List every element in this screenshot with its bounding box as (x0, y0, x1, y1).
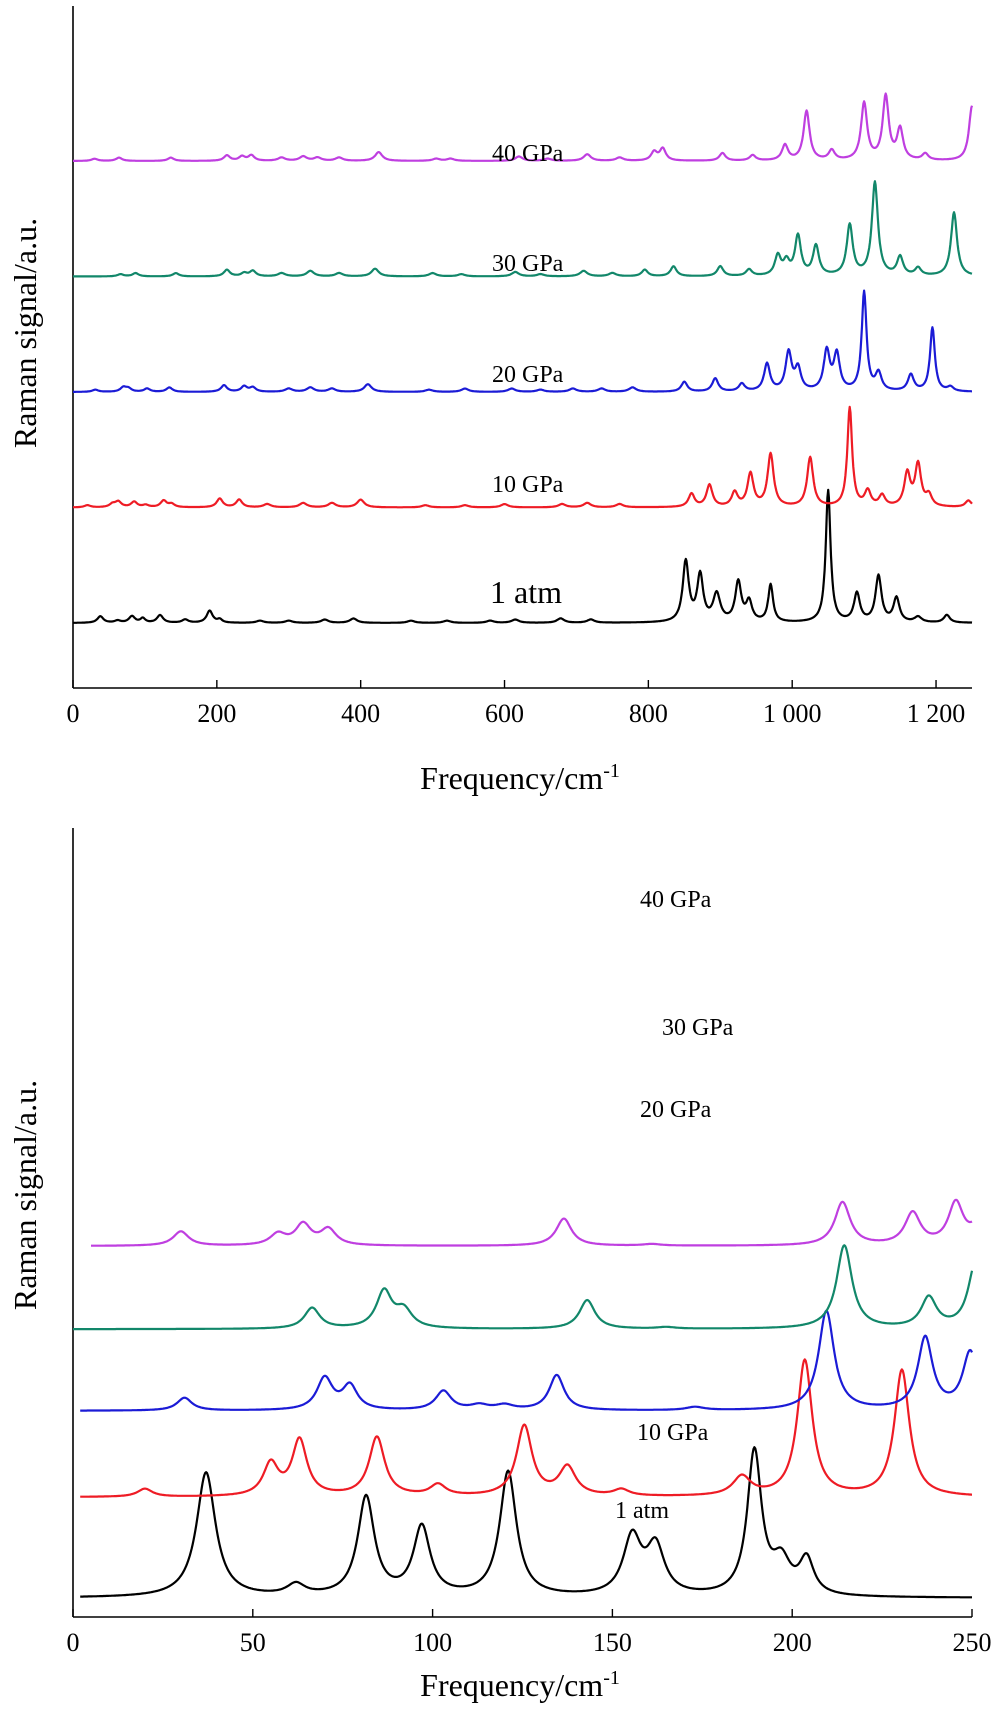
x-tick-label: 1 200 (907, 699, 966, 728)
x-tick-label: 1 000 (763, 699, 822, 728)
x-axis-label-exponent: -1 (603, 760, 620, 782)
spectrum-40-gpa (90, 1198, 973, 1247)
spectrum-1-atm (80, 1446, 973, 1599)
x-tick-label: 50 (240, 1628, 266, 1657)
series-label: 40 GPa (640, 887, 712, 913)
spectrum-10-gpa (80, 1358, 973, 1498)
series-label: 30 GPa (662, 1015, 734, 1041)
spectra (72, 92, 974, 624)
series-label: 30 GPa (492, 251, 564, 277)
series-label: 20 GPa (640, 1097, 712, 1123)
pressure-labels: 1 atm 10 GPa 20 GPa 30 GPa 40 GPa (490, 141, 564, 610)
x-tick-label: 0 (67, 1628, 80, 1657)
spectrum-30-gpa (72, 180, 973, 278)
x-tick-label: 200 (197, 699, 236, 728)
series-label: 10 GPa (637, 1420, 709, 1446)
x-tick-label: 600 (485, 699, 524, 728)
spectrum-20-gpa (72, 289, 973, 393)
x-tick-label: 100 (413, 1628, 452, 1657)
x-ticks: 0 200 400 600 800 1 000 1 200 (67, 680, 966, 728)
spectra (72, 1198, 974, 1599)
x-tick-label: 200 (773, 1628, 812, 1657)
pressure-labels: 1 atm 10 GPa 20 GPa 30 GPa 40 GPa (615, 887, 734, 1524)
spectrum-1-atm (72, 488, 973, 624)
x-tick-label: 0 (67, 699, 80, 728)
series-label: 20 GPa (492, 362, 564, 388)
x-axis-label-text: Frequency/cm (420, 760, 603, 796)
series-label: 10 GPa (492, 472, 564, 498)
x-ticks: 0 50 100 150 200 250 (67, 1609, 992, 1657)
y-axis-label: Raman signal/a.u. (7, 1080, 43, 1310)
raman-panel-low-frequency: 0 50 100 150 200 250 1 atm 10 GPa 20 GPa 30 GPa 4… (7, 828, 992, 1703)
x-tick-label: 800 (629, 699, 668, 728)
series-label: 40 GPa (492, 141, 564, 167)
x-tick-label: 400 (341, 699, 380, 728)
x-axis-label: Frequency/cm-1 (420, 760, 620, 796)
spectrum-40-gpa (72, 92, 974, 162)
raman-panel-full-range: 0 200 400 600 800 1 000 1 200 1 atm 10 GPa 20 GP… (7, 6, 974, 796)
spectrum-10-gpa (72, 405, 973, 509)
series-label: 1 atm (615, 1498, 669, 1524)
x-tick-label: 150 (593, 1628, 632, 1657)
x-axis-label-exponent: -1 (603, 1667, 620, 1689)
spectrum-20-gpa (80, 1309, 973, 1412)
x-axis-label-text: Frequency/cm (420, 1667, 603, 1703)
x-axis-label: Frequency/cm-1 (420, 1667, 620, 1703)
y-axis-label: Raman signal/a.u. (7, 218, 43, 448)
x-tick-label: 250 (953, 1628, 992, 1657)
series-label: 1 atm (490, 574, 562, 610)
spectrum-30-gpa (72, 1244, 974, 1331)
